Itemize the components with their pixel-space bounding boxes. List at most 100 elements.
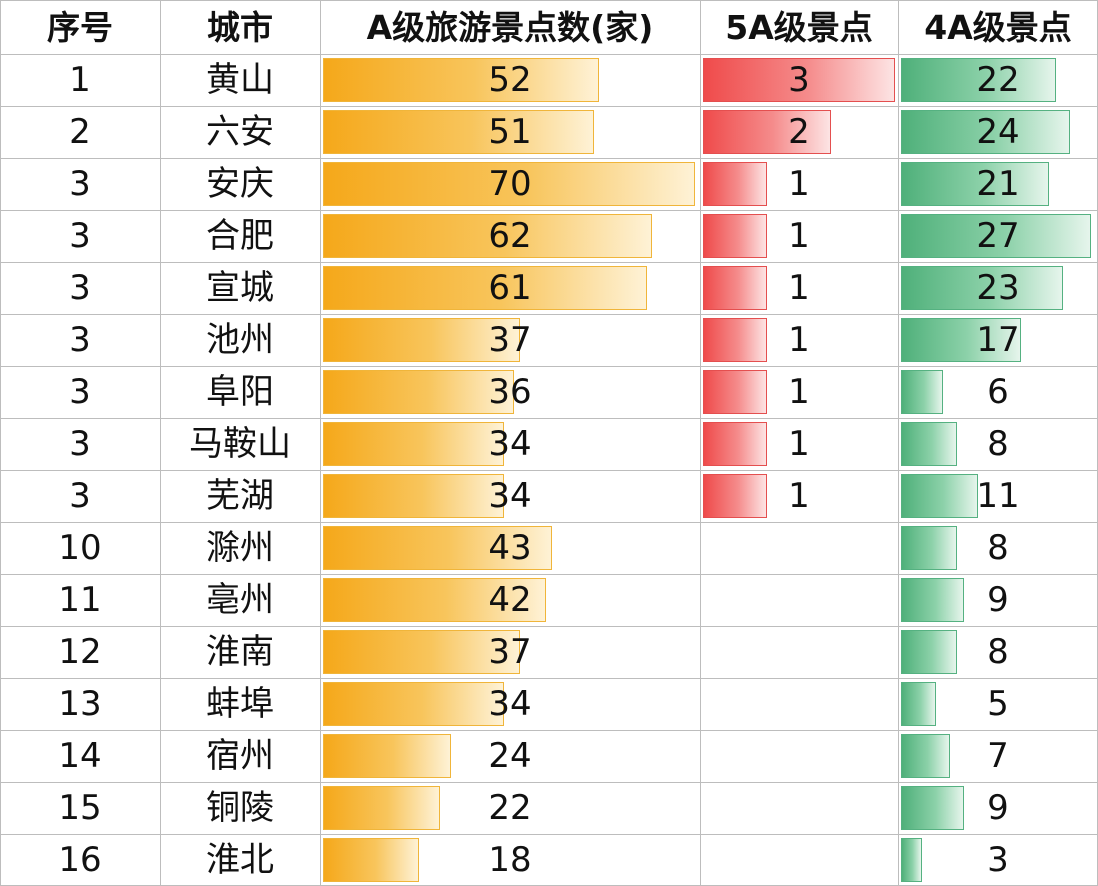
- cell-a-total: 34: [488, 684, 532, 724]
- row-divider: [0, 210, 1098, 211]
- cell-a4: 23: [976, 268, 1020, 308]
- cell-city: 蚌埠: [206, 684, 274, 724]
- row-divider: [0, 626, 1098, 627]
- row-divider: [0, 782, 1098, 783]
- cell-rank: 3: [69, 372, 91, 412]
- bar-a-total: [323, 266, 648, 310]
- cell-a-total: 34: [488, 424, 532, 464]
- cell-a4: 27: [976, 216, 1020, 256]
- cell-a-total: 70: [488, 164, 532, 204]
- bar-a4: [901, 370, 944, 414]
- bar-a4: [901, 266, 1063, 310]
- cell-a-total: 52: [488, 60, 532, 100]
- cell-city: 阜阳: [206, 372, 274, 412]
- col-divider: [898, 0, 899, 886]
- header-a4: 4A级景点: [924, 7, 1072, 47]
- bar-a5: [703, 162, 767, 206]
- cell-city: 铜陵: [206, 788, 274, 828]
- bar-a4: [901, 786, 965, 830]
- bar-a5: [703, 214, 767, 258]
- bar-a-total: [323, 838, 419, 882]
- cell-city: 淮北: [206, 840, 274, 880]
- row-divider: [0, 158, 1098, 159]
- cell-a-total: 42: [488, 580, 532, 620]
- bar-a-total: [323, 58, 600, 102]
- bar-a4: [901, 474, 979, 518]
- cell-rank: 15: [58, 788, 102, 828]
- row-divider: [0, 834, 1098, 835]
- cell-rank: 3: [69, 476, 91, 516]
- col-divider: [320, 0, 321, 886]
- cell-rank: 14: [58, 736, 102, 776]
- cell-a5: 1: [788, 164, 810, 204]
- cell-a-total: 61: [488, 268, 532, 308]
- cell-a4: 9: [987, 788, 1009, 828]
- bar-a-total: [323, 422, 504, 466]
- cell-rank: 3: [69, 216, 91, 256]
- cell-a-total: 51: [488, 112, 532, 152]
- cell-city: 合肥: [206, 216, 274, 256]
- cell-a-total: 37: [488, 632, 532, 672]
- cell-city: 淮南: [206, 632, 274, 672]
- bar-a-total: [323, 214, 653, 258]
- cell-a5: 1: [788, 476, 810, 516]
- cell-rank: 2: [69, 112, 91, 152]
- cell-a4: 17: [976, 320, 1020, 360]
- cell-rank: 12: [58, 632, 102, 672]
- cell-a4: 22: [976, 60, 1020, 100]
- bar-a-total: [323, 630, 520, 674]
- cell-a-total: 62: [488, 216, 532, 256]
- cell-a4: 3: [987, 840, 1009, 880]
- row-divider: [0, 418, 1098, 419]
- bar-a5: [703, 266, 767, 310]
- cell-city: 安庆: [206, 164, 274, 204]
- cell-a-total: 36: [488, 372, 532, 412]
- cell-rank: 1: [69, 60, 91, 100]
- bar-a4: [901, 318, 1021, 362]
- cell-a4: 24: [976, 112, 1020, 152]
- cell-rank: 11: [58, 580, 102, 620]
- row-divider: [0, 522, 1098, 523]
- cell-rank: 3: [69, 164, 91, 204]
- row-divider: [0, 314, 1098, 315]
- bar-a4: [901, 110, 1070, 154]
- bar-a-total: [323, 370, 515, 414]
- header-a-total: A级旅游景点数(家): [366, 7, 654, 47]
- cell-a4: 11: [976, 476, 1020, 516]
- cell-a4: 8: [987, 528, 1009, 568]
- cell-city: 池州: [206, 320, 274, 360]
- cell-a-total: 24: [488, 736, 532, 776]
- cell-rank: 3: [69, 320, 91, 360]
- header-rank: 序号: [47, 7, 113, 47]
- bar-a5: [703, 318, 767, 362]
- cell-a4: 7: [987, 736, 1009, 776]
- cell-city: 马鞍山: [189, 424, 291, 464]
- bar-a-total: [323, 162, 695, 206]
- row-divider: [0, 574, 1098, 575]
- cell-a5: 1: [788, 372, 810, 412]
- header-city: 城市: [207, 7, 273, 47]
- bar-a5: [703, 58, 895, 102]
- cell-city: 芜湖: [206, 476, 274, 516]
- col-divider: [0, 0, 1, 886]
- bar-a5: [703, 110, 831, 154]
- row-divider: [0, 262, 1098, 263]
- row-divider: [0, 106, 1098, 107]
- cell-a4: 9: [987, 580, 1009, 620]
- cell-city: 滁州: [206, 528, 274, 568]
- cell-a4: 8: [987, 424, 1009, 464]
- cell-city: 黄山: [206, 60, 274, 100]
- bar-a-total: [323, 526, 552, 570]
- row-divider: [0, 730, 1098, 731]
- bar-a4: [901, 734, 951, 778]
- row-divider: [0, 678, 1098, 679]
- cell-rank: 3: [69, 268, 91, 308]
- cell-a-total: 34: [488, 476, 532, 516]
- cell-a-total: 22: [488, 788, 532, 828]
- row-divider: [0, 0, 1098, 1]
- bar-a4: [901, 526, 958, 570]
- row-divider: [0, 54, 1098, 55]
- row-divider: [0, 470, 1098, 471]
- bar-a-total: [323, 474, 504, 518]
- bar-a4: [901, 214, 1091, 258]
